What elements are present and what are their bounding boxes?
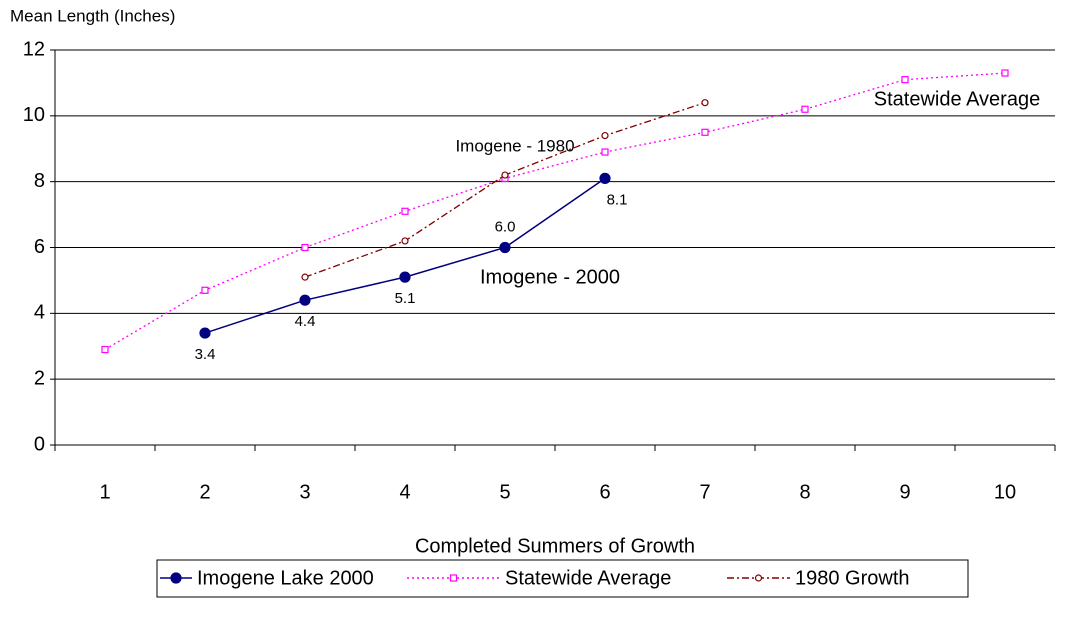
data-point	[601, 148, 609, 156]
y-tick-label: 0	[34, 433, 45, 455]
series-line	[204, 177, 606, 334]
data-label: 8.1	[607, 191, 628, 208]
x-tick-label: 6	[599, 481, 610, 503]
legend-box	[156, 559, 969, 598]
data-point	[901, 76, 909, 84]
legend-label: Statewide Average	[505, 567, 671, 589]
x-tick-label: 2	[199, 481, 210, 503]
data-point	[599, 172, 611, 184]
x-tick-label: 1	[99, 481, 110, 503]
data-point	[501, 171, 509, 179]
y-tick-label: 2	[34, 367, 45, 389]
data-point	[201, 286, 209, 294]
annotation: Imogene - 2000	[480, 266, 620, 288]
data-point	[301, 273, 309, 281]
legend-label: 1980 Growth	[795, 567, 910, 589]
annotation: Imogene - 1980	[455, 136, 574, 155]
legend-marker	[754, 574, 763, 582]
y-tick-label: 12	[23, 38, 45, 60]
data-label: 6.0	[495, 218, 516, 235]
x-tick-label: 9	[899, 481, 910, 503]
data-point	[401, 207, 409, 215]
data-point	[301, 243, 309, 252]
x-tick-label: 7	[699, 481, 710, 503]
data-point	[399, 271, 411, 283]
data-point	[801, 105, 809, 113]
x-tick-label: 10	[994, 481, 1016, 503]
x-axis-title: Completed Summers of Growth	[415, 535, 695, 557]
y-tick-label: 8	[34, 170, 45, 192]
data-label: 3.4	[195, 346, 216, 363]
legend-marker	[170, 572, 182, 584]
data-point	[499, 241, 511, 254]
y-tick-label: 6	[34, 236, 45, 258]
data-point	[101, 345, 109, 354]
data-point	[401, 237, 409, 245]
y-tick-label: 4	[34, 302, 45, 324]
annotation: Statewide Average	[874, 88, 1040, 110]
legend-label: Imogene Lake 2000	[197, 567, 374, 589]
y-axis-title: Mean Length (Inches)	[10, 6, 175, 25]
data-label: 4.4	[295, 313, 316, 330]
series-line	[104, 72, 1006, 351]
data-point	[601, 131, 609, 140]
data-point	[701, 99, 709, 107]
x-tick-label: 5	[499, 481, 510, 503]
y-tick-label: 10	[23, 104, 45, 126]
x-tick-label: 8	[799, 481, 810, 503]
data-point	[199, 327, 211, 339]
data-point	[1001, 69, 1009, 77]
data-label: 5.1	[395, 290, 416, 307]
x-tick-label: 3	[299, 481, 310, 503]
x-tick-label: 4	[399, 481, 410, 503]
data-point	[299, 294, 311, 306]
data-point	[701, 128, 709, 136]
legend-marker	[449, 574, 458, 582]
